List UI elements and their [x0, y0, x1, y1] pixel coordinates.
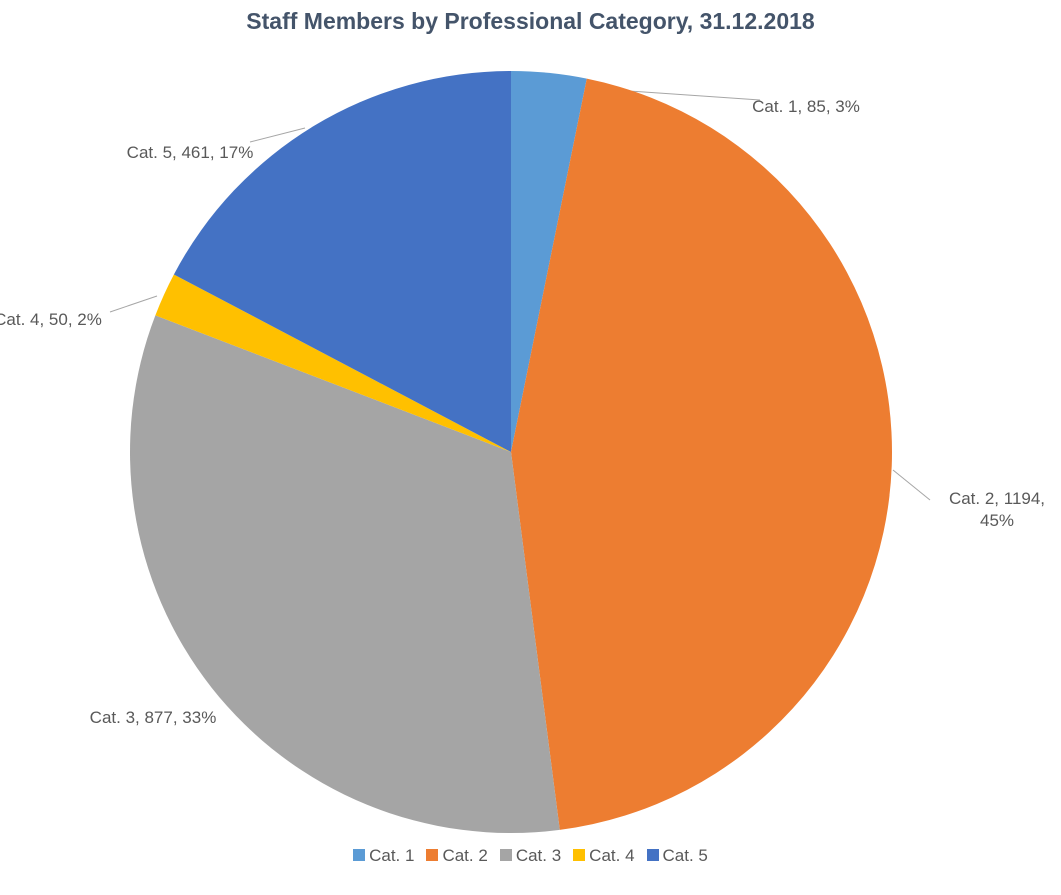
legend-swatch: [426, 849, 439, 861]
chart-title: Staff Members by Professional Category, …: [246, 8, 815, 34]
legend-label: Cat. 2: [442, 846, 488, 865]
legend-label: Cat. 3: [515, 846, 562, 865]
legend-swatch: [499, 849, 512, 861]
legend-swatch: [353, 849, 366, 861]
leader-line: [892, 469, 931, 501]
pie-slice: [511, 78, 892, 830]
legend-item: Cat. 2: [426, 846, 488, 866]
legend: Cat. 1 Cat. 2 Cat. 3 Cat. 4 Cat. 5: [0, 846, 1061, 866]
legend-item: Cat. 3: [499, 846, 562, 866]
leader-line: [109, 295, 158, 313]
data-label: Cat. 2, 1194, 45%: [948, 489, 1046, 530]
legend-label: Cat. 4: [589, 846, 635, 865]
pie-slice: [173, 71, 511, 452]
legend-swatch: [573, 849, 586, 861]
legend-label: Cat. 1: [369, 846, 415, 865]
data-label: Cat. 5, 461, 17%: [126, 143, 254, 162]
leader-line: [249, 127, 306, 143]
pie-slice: [129, 315, 560, 833]
legend-label: Cat. 5: [662, 846, 708, 865]
legend-item: Cat. 5: [646, 846, 708, 866]
data-label: Cat. 4, 50, 2%: [0, 310, 102, 329]
pie-slice: [511, 71, 587, 452]
data-label: Cat. 3, 877, 33%: [89, 708, 217, 727]
data-label: Cat. 1, 85, 3%: [752, 97, 860, 116]
pie-slice: [155, 274, 511, 452]
legend-swatch: [646, 849, 659, 861]
legend-item: Cat. 4: [573, 846, 635, 866]
legend-item: Cat. 1: [353, 846, 414, 866]
